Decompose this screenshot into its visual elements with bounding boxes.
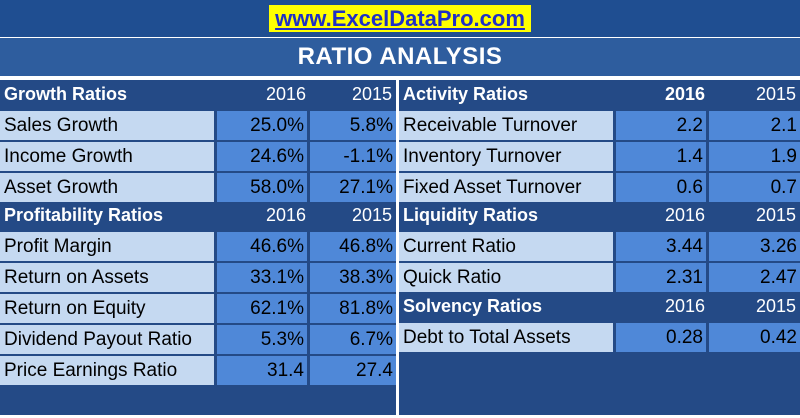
activity-header-row: Activity Ratios 2016 2015: [399, 80, 800, 109]
value-2015[interactable]: 46.8%: [310, 232, 396, 261]
row-label: Current Ratio: [399, 232, 613, 261]
site-link[interactable]: www.ExcelDataPro.com: [269, 5, 531, 32]
value-2015[interactable]: 2.1: [709, 111, 800, 140]
growth-year-1: 2016: [265, 84, 306, 104]
value-2016[interactable]: 0.28: [616, 323, 706, 352]
profitability-header-row: Profitability Ratios 2016 2015: [0, 201, 396, 230]
solvency-ratios-section: Solvency Ratios 2016 2015 Debt to Total …: [399, 292, 800, 352]
value-2015[interactable]: 2.47: [709, 263, 800, 292]
solvency-header-row: Solvency Ratios 2016 2015: [399, 292, 800, 321]
profitability-year-2: 2015: [351, 205, 392, 225]
value-2016[interactable]: 1.4: [616, 142, 706, 171]
value-2016[interactable]: 0.6: [616, 173, 706, 202]
value-2016[interactable]: 3.44: [616, 232, 706, 261]
activity-header-label: Activity Ratios: [403, 84, 529, 104]
row-label: Income Growth: [0, 142, 214, 171]
page-title: RATIO ANALYSIS: [0, 38, 800, 76]
row-label: Receivable Turnover: [399, 111, 613, 140]
liquidity-year-1: 2016: [664, 205, 705, 225]
row-label: Debt to Total Assets: [399, 323, 613, 352]
liquidity-header-row: Liquidity Ratios 2016 2015: [399, 201, 800, 230]
table-row: Quick Ratio 2.31 2.47: [399, 263, 800, 292]
value-2015[interactable]: 27.1%: [310, 173, 396, 202]
left-panel: Growth Ratios 2016 2015 Sales Growth 25.…: [0, 80, 396, 415]
liquidity-header-label: Liquidity Ratios: [403, 205, 538, 225]
value-2015[interactable]: 81.8%: [310, 294, 396, 323]
growth-year-2: 2015: [351, 84, 392, 104]
activity-year-2: 2015: [755, 84, 796, 104]
value-2015[interactable]: 27.4: [310, 356, 396, 385]
table-row: Inventory Turnover 1.4 1.9: [399, 142, 800, 171]
value-2016[interactable]: 24.6%: [217, 142, 307, 171]
value-2015[interactable]: 1.9: [709, 142, 800, 171]
solvency-year-2: 2015: [755, 296, 796, 316]
table-row: Return on Assets 33.1% 38.3%: [0, 263, 396, 292]
table-row: Receivable Turnover 2.2 2.1: [399, 111, 800, 140]
solvency-year-1: 2016: [664, 296, 705, 316]
row-label: Profit Margin: [0, 232, 214, 261]
growth-header-label: Growth Ratios: [4, 84, 128, 104]
value-2016[interactable]: 2.31: [616, 263, 706, 292]
value-2015[interactable]: 6.7%: [310, 325, 396, 354]
solvency-header-label: Solvency Ratios: [403, 296, 543, 316]
table-row: Current Ratio 3.44 3.26: [399, 232, 800, 261]
table-row: Income Growth 24.6% -1.1%: [0, 142, 396, 171]
site-banner: www.ExcelDataPro.com: [0, 0, 800, 37]
row-label: Fixed Asset Turnover: [399, 173, 613, 202]
row-label: Inventory Turnover: [399, 142, 613, 171]
table-row: Return on Equity 62.1% 81.8%: [0, 294, 396, 323]
value-2015[interactable]: 38.3%: [310, 263, 396, 292]
activity-ratios-section: Activity Ratios 2016 2015 Receivable Tur…: [399, 80, 800, 202]
row-label: Return on Equity: [0, 294, 214, 323]
value-2016[interactable]: 46.6%: [217, 232, 307, 261]
table-row: Price Earnings Ratio 31.4 27.4: [0, 356, 396, 385]
row-label: Price Earnings Ratio: [0, 356, 214, 385]
table-row: Dividend Payout Ratio 5.3% 6.7%: [0, 325, 396, 354]
value-2016[interactable]: 2.2: [616, 111, 706, 140]
liquidity-year-2: 2015: [755, 205, 796, 225]
row-label: Asset Growth: [0, 173, 214, 202]
profitability-header-label: Profitability Ratios: [4, 205, 164, 225]
value-2015[interactable]: 0.42: [709, 323, 800, 352]
value-2016[interactable]: 31.4: [217, 356, 307, 385]
row-label: Sales Growth: [0, 111, 214, 140]
value-2015[interactable]: 5.8%: [310, 111, 396, 140]
row-label: Dividend Payout Ratio: [0, 325, 214, 354]
growth-ratios-section: Growth Ratios 2016 2015 Sales Growth 25.…: [0, 80, 396, 202]
value-2016[interactable]: 25.0%: [217, 111, 307, 140]
value-2016[interactable]: 62.1%: [217, 294, 307, 323]
value-2016[interactable]: 33.1%: [217, 263, 307, 292]
liquidity-ratios-section: Liquidity Ratios 2016 2015 Current Ratio…: [399, 201, 800, 292]
value-2015[interactable]: -1.1%: [310, 142, 396, 171]
value-2016[interactable]: 5.3%: [217, 325, 307, 354]
table-row: Asset Growth 58.0% 27.1%: [0, 173, 396, 202]
profitability-ratios-section: Profitability Ratios 2016 2015 Profit Ma…: [0, 201, 396, 385]
activity-year-1: 2016: [664, 84, 705, 104]
table-row: Debt to Total Assets 0.28 0.42: [399, 323, 800, 352]
table-row: Sales Growth 25.0% 5.8%: [0, 111, 396, 140]
right-panel: Activity Ratios 2016 2015 Receivable Tur…: [399, 80, 800, 415]
value-2016[interactable]: 58.0%: [217, 173, 307, 202]
table-row: Profit Margin 46.6% 46.8%: [0, 232, 396, 261]
value-2015[interactable]: 0.7: [709, 173, 800, 202]
table-row: Fixed Asset Turnover 0.6 0.7: [399, 173, 800, 202]
row-label: Return on Assets: [0, 263, 214, 292]
value-2015[interactable]: 3.26: [709, 232, 800, 261]
row-label: Quick Ratio: [399, 263, 613, 292]
growth-header-row: Growth Ratios 2016 2015: [0, 80, 396, 109]
profitability-year-1: 2016: [265, 205, 306, 225]
